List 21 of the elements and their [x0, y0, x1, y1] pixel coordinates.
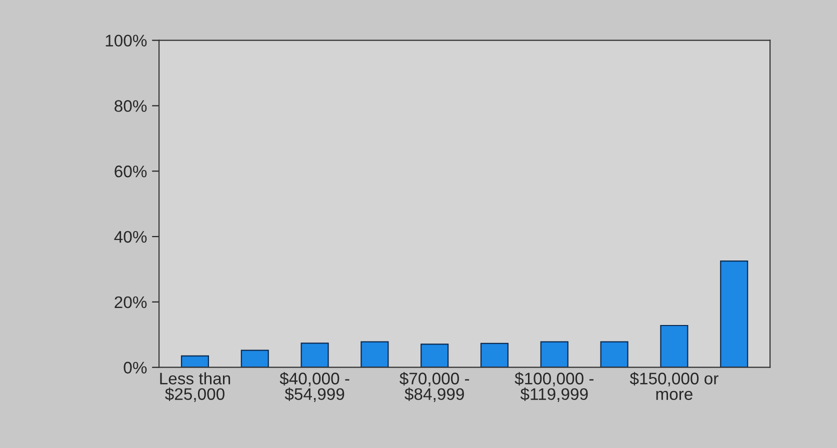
bar — [360, 341, 389, 368]
bar — [300, 342, 329, 368]
y-tick-label: 80% — [114, 100, 147, 112]
x-tick-label: $150,000 or more — [630, 372, 718, 400]
bar — [600, 341, 628, 368]
bar — [420, 344, 449, 368]
x-tick-label: Less than $25,000 — [160, 372, 230, 402]
x-tick-label: $70,000 - $84,999 — [400, 372, 470, 402]
x-tick-label: $100,000 - $119,999 — [514, 372, 594, 402]
y-tick-label: 40% — [114, 230, 147, 243]
bar — [720, 260, 748, 368]
bar — [240, 350, 269, 368]
y-tick-label: 0% — [124, 362, 147, 374]
y-tick-label: 100% — [106, 34, 147, 47]
bar — [660, 324, 688, 368]
bar — [180, 355, 210, 368]
bar — [480, 342, 509, 368]
y-tick-label: 20% — [114, 296, 147, 308]
bar — [540, 341, 568, 368]
x-tick-label: $40,000 - $54,999 — [280, 372, 350, 402]
y-tick-label: 60% — [114, 166, 147, 178]
